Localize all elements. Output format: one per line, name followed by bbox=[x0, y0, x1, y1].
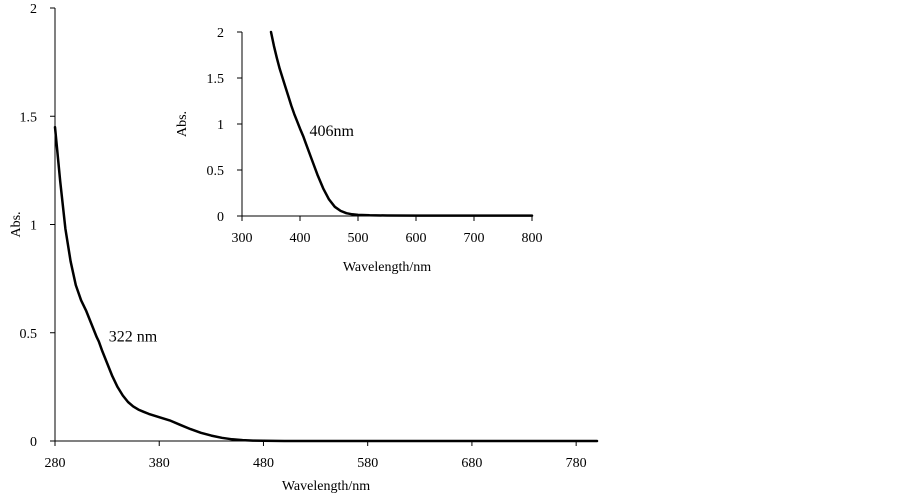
main-chart: 0 0.5 1 1.5 2 280 380 480 580 680 780 Wavelength/nm… bbox=[9, 2, 599, 494]
main-y-tick-label: 1 bbox=[30, 219, 37, 234]
main-x-tick-label: 280 bbox=[45, 456, 66, 471]
inset-y-tick-label: 0 bbox=[217, 210, 224, 225]
main-y-axis-label: Abs. bbox=[9, 211, 24, 237]
inset-x-tick-label: 500 bbox=[348, 231, 369, 246]
main-series-line-0 bbox=[53, 125, 599, 443]
main-peak-annotation: 322 nm bbox=[109, 328, 158, 345]
inset-y-tick-label: 0.5 bbox=[207, 164, 225, 179]
main-x-tick-label: 480 bbox=[253, 456, 274, 471]
inset-y-tick-label: 2 bbox=[217, 26, 224, 41]
inset-y-tick-label: 1.5 bbox=[207, 72, 225, 87]
inset-series-line-0 bbox=[269, 30, 534, 217]
main-x-tick-label: 580 bbox=[357, 456, 378, 471]
inset-y-tick-label: 1 bbox=[217, 118, 224, 133]
main-x-tick-label: 780 bbox=[566, 456, 587, 471]
inset-y-axis-label: Abs. bbox=[175, 111, 190, 137]
inset-x-tick-label: 800 bbox=[522, 231, 543, 246]
inset-x-axis-label: Wavelength/nm bbox=[343, 260, 431, 275]
inset-peak-annotation: 406nm bbox=[309, 123, 354, 140]
main-x-axis-label: Wavelength/nm bbox=[282, 479, 370, 494]
inset-x-tick-label: 700 bbox=[464, 231, 485, 246]
inset-x-tick-label: 400 bbox=[290, 231, 311, 246]
inset-x-tick-label: 300 bbox=[232, 231, 253, 246]
main-y-tick-label: 2 bbox=[30, 2, 37, 17]
main-x-tick-label: 680 bbox=[461, 456, 482, 471]
main-x-tick-label: 380 bbox=[149, 456, 170, 471]
main-y-tick-label: 0.5 bbox=[20, 327, 38, 342]
inset-chart: 0 0.5 1 1.5 2 300 400 500 600 700 800 Wavelength/nm… bbox=[175, 26, 543, 275]
main-y-tick-label: 0 bbox=[30, 435, 37, 450]
inset-x-tick-label: 600 bbox=[406, 231, 427, 246]
main-y-tick-label: 1.5 bbox=[20, 110, 38, 125]
